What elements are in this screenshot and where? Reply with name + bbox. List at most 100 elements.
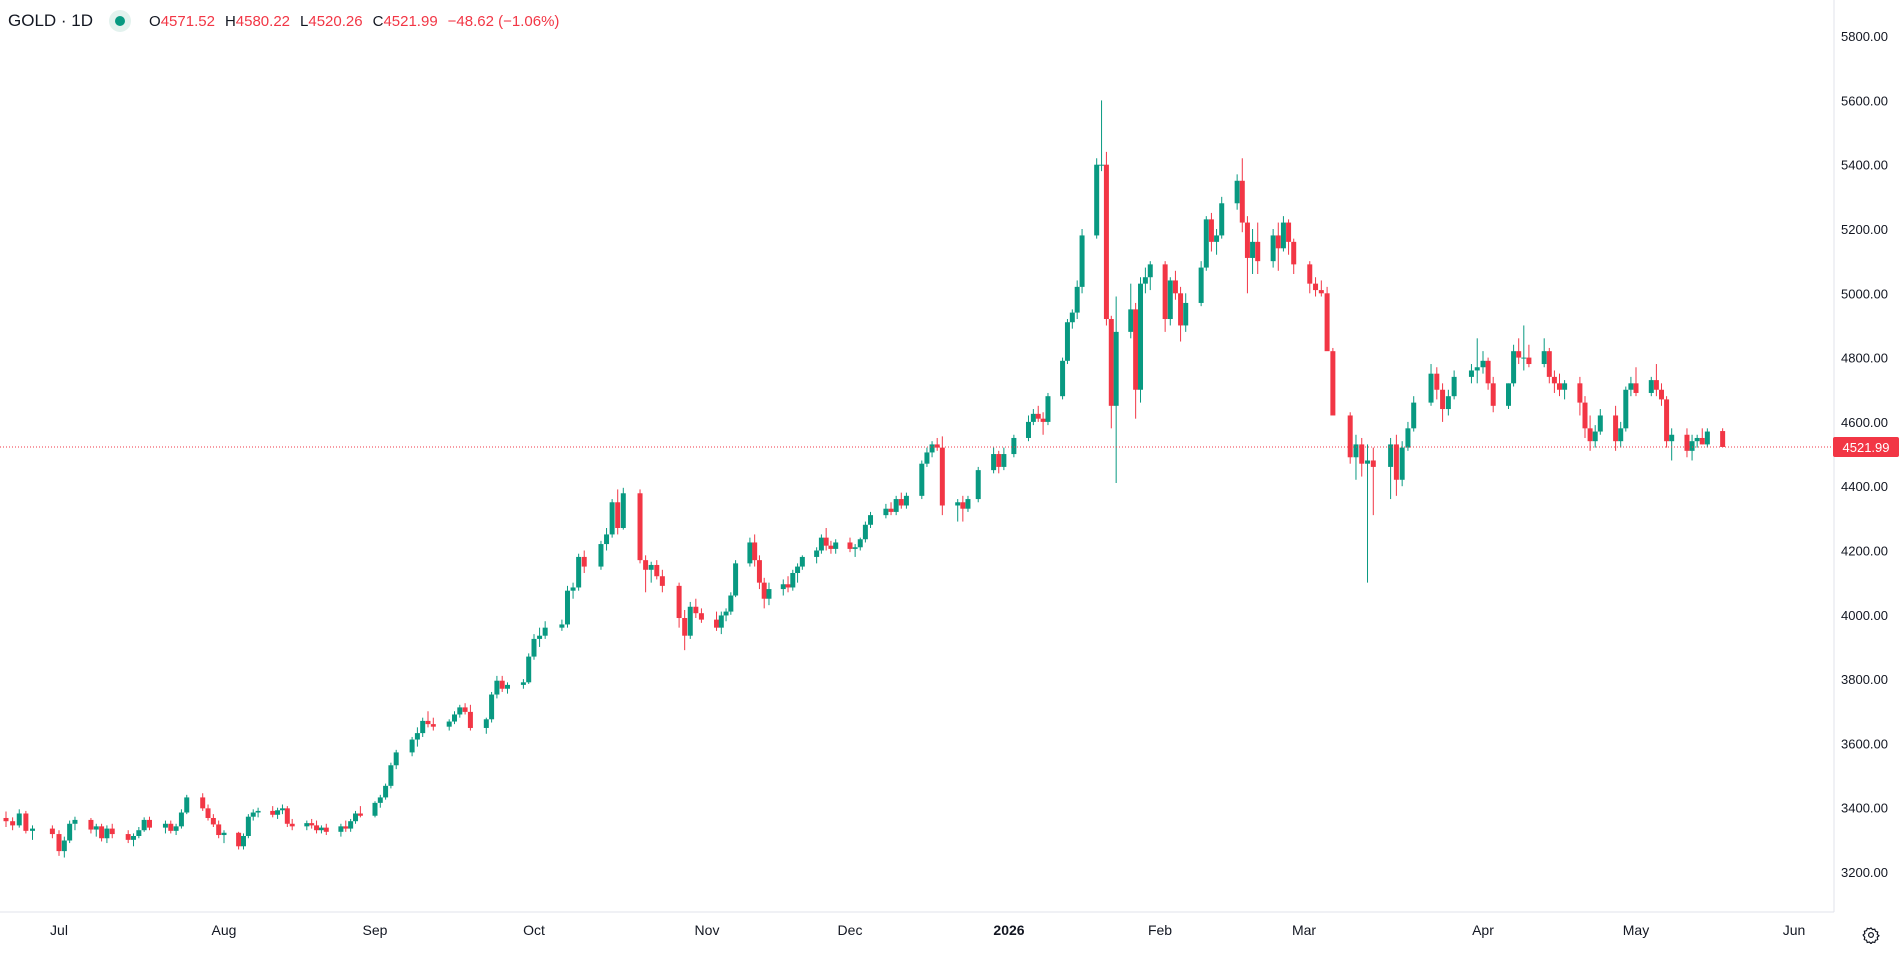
- candle[interactable]: [1147, 261, 1153, 291]
- candle[interactable]: [10, 817, 16, 831]
- candle[interactable]: [240, 833, 246, 850]
- candle[interactable]: [393, 749, 399, 770]
- candle[interactable]: [761, 577, 767, 609]
- price-axis[interactable]: 3200.00 3400.00 3600.00 3800.00 4000.00 4200.…: [1841, 29, 1888, 880]
- candle[interactable]: [1434, 367, 1440, 400]
- candle[interactable]: [852, 544, 858, 557]
- candle[interactable]: [1393, 434, 1399, 496]
- candle[interactable]: [173, 823, 179, 836]
- candle[interactable]: [929, 441, 935, 458]
- candle[interactable]: [236, 831, 242, 850]
- candle[interactable]: [1516, 338, 1522, 365]
- candle[interactable]: [564, 585, 570, 628]
- candle[interactable]: [862, 521, 868, 543]
- candle[interactable]: [1440, 383, 1446, 422]
- candle[interactable]: [1094, 158, 1100, 239]
- candle[interactable]: [1270, 229, 1276, 268]
- candle[interactable]: [338, 823, 344, 837]
- candle[interactable]: [1623, 386, 1629, 432]
- candle[interactable]: [1511, 344, 1517, 387]
- candle[interactable]: [728, 592, 734, 615]
- candle[interactable]: [1347, 412, 1353, 464]
- candle[interactable]: [1291, 238, 1297, 275]
- candle[interactable]: [178, 809, 184, 829]
- candle[interactable]: [698, 608, 704, 623]
- candle[interactable]: [965, 495, 971, 512]
- candle[interactable]: [1653, 364, 1659, 397]
- candle[interactable]: [446, 719, 452, 731]
- candle[interactable]: [1704, 428, 1710, 448]
- candle[interactable]: [1307, 261, 1313, 294]
- candle[interactable]: [780, 579, 786, 596]
- candle[interactable]: [1286, 219, 1292, 255]
- candle[interactable]: [823, 527, 829, 551]
- candle[interactable]: [109, 823, 115, 839]
- candle[interactable]: [615, 489, 621, 535]
- candle[interactable]: [1551, 370, 1557, 393]
- candle[interactable]: [924, 447, 930, 467]
- candle[interactable]: [1628, 376, 1634, 397]
- candle[interactable]: [1103, 151, 1109, 326]
- candle[interactable]: [919, 460, 925, 500]
- candle[interactable]: [1324, 286, 1330, 352]
- candle[interactable]: [494, 675, 500, 699]
- candle[interactable]: [462, 703, 468, 715]
- candle[interactable]: [1694, 434, 1700, 448]
- candle[interactable]: [1618, 421, 1624, 448]
- candle[interactable]: [309, 818, 315, 829]
- candle[interactable]: [939, 436, 945, 516]
- candle[interactable]: [104, 825, 110, 844]
- candle[interactable]: [457, 704, 463, 718]
- candle[interactable]: [733, 560, 739, 598]
- candle[interactable]: [1255, 222, 1261, 275]
- candle[interactable]: [723, 608, 729, 622]
- candle[interactable]: [452, 711, 457, 725]
- candle[interactable]: [888, 502, 894, 516]
- candle[interactable]: [955, 499, 961, 522]
- candle[interactable]: [205, 804, 211, 821]
- candle[interactable]: [1613, 405, 1619, 451]
- candle[interactable]: [1428, 364, 1434, 406]
- candle[interactable]: [747, 537, 753, 567]
- candle[interactable]: [1592, 425, 1598, 448]
- candle[interactable]: [1128, 283, 1134, 339]
- candle[interactable]: [162, 820, 168, 834]
- candle[interactable]: [72, 816, 78, 831]
- candle[interactable]: [659, 569, 665, 593]
- candle[interactable]: [756, 555, 762, 590]
- candle[interactable]: [93, 823, 99, 837]
- gear-icon[interactable]: [1860, 924, 1882, 946]
- candle[interactable]: [1506, 383, 1511, 410]
- candle[interactable]: [893, 495, 899, 516]
- candle[interactable]: [1546, 347, 1552, 384]
- candle[interactable]: [1577, 376, 1583, 416]
- candle[interactable]: [868, 511, 874, 528]
- candle[interactable]: [1099, 100, 1105, 172]
- candle[interactable]: [1214, 229, 1220, 255]
- candle[interactable]: [1035, 405, 1041, 422]
- candle[interactable]: [168, 820, 174, 834]
- candle[interactable]: [542, 621, 548, 639]
- candle[interactable]: [125, 830, 131, 844]
- candle[interactable]: [348, 818, 354, 832]
- candle[interactable]: [1239, 158, 1245, 233]
- candle[interactable]: [526, 653, 532, 684]
- candle[interactable]: [284, 806, 290, 827]
- candle[interactable]: [23, 810, 29, 834]
- candle[interactable]: [377, 794, 383, 808]
- candle[interactable]: [1045, 392, 1051, 426]
- candle[interactable]: [388, 762, 394, 789]
- candle[interactable]: [1234, 174, 1240, 210]
- candle[interactable]: [1633, 367, 1639, 397]
- candle[interactable]: [1468, 364, 1474, 384]
- candle[interactable]: [1113, 296, 1119, 483]
- candle[interactable]: [1318, 280, 1324, 297]
- candle[interactable]: [275, 807, 281, 819]
- candle[interactable]: [654, 560, 660, 580]
- candle[interactable]: [1203, 216, 1209, 271]
- candle[interactable]: [857, 537, 863, 551]
- candle[interactable]: [289, 818, 295, 831]
- candle[interactable]: [136, 826, 142, 839]
- candle[interactable]: [304, 820, 310, 831]
